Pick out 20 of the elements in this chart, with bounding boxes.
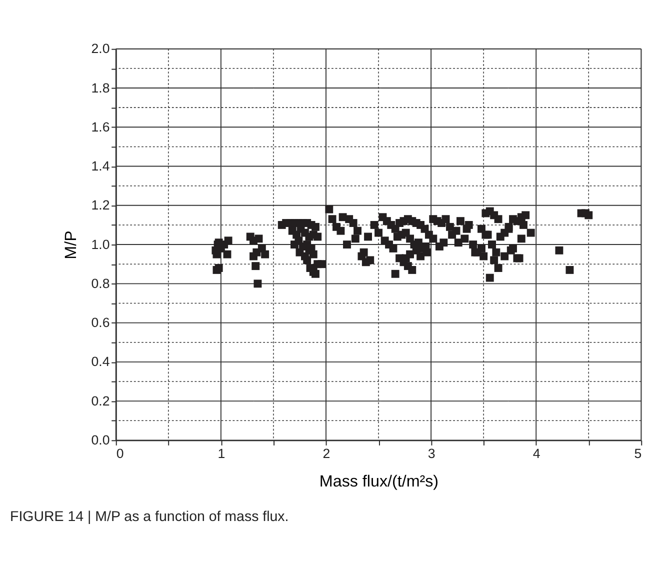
x-tick-label: 0 [116, 446, 124, 461]
y-tick-label: 0.4 [91, 354, 110, 370]
y-tick-label: 0.0 [91, 432, 110, 448]
y-axis-title: M/P [62, 230, 80, 260]
y-tick-label: 1.2 [91, 198, 110, 213]
x-tick-label: 5 [634, 446, 642, 461]
y-tick-label: 1.8 [91, 80, 110, 96]
y-tick-label: 2.0 [91, 41, 110, 56]
x-tick-label: 2 [322, 446, 330, 461]
x-tick-label: 1 [218, 446, 226, 461]
y-tick-label: 1.4 [91, 158, 110, 174]
y-tick-label: 0.2 [91, 393, 110, 408]
y-tick-label: 1.6 [91, 119, 110, 134]
y-tick-label: 0.6 [91, 315, 110, 330]
caption: FIGURE 14 | M/P as a function of mass flux. [10, 508, 289, 525]
y-tick-label: 1.0 [91, 236, 110, 252]
x-tick-label: 3 [428, 446, 436, 461]
x-tick-label: 4 [532, 446, 540, 461]
y-tick-label: 0.8 [91, 276, 110, 291]
x-axis-title: Mass flux/(t/m²s) [319, 472, 439, 490]
